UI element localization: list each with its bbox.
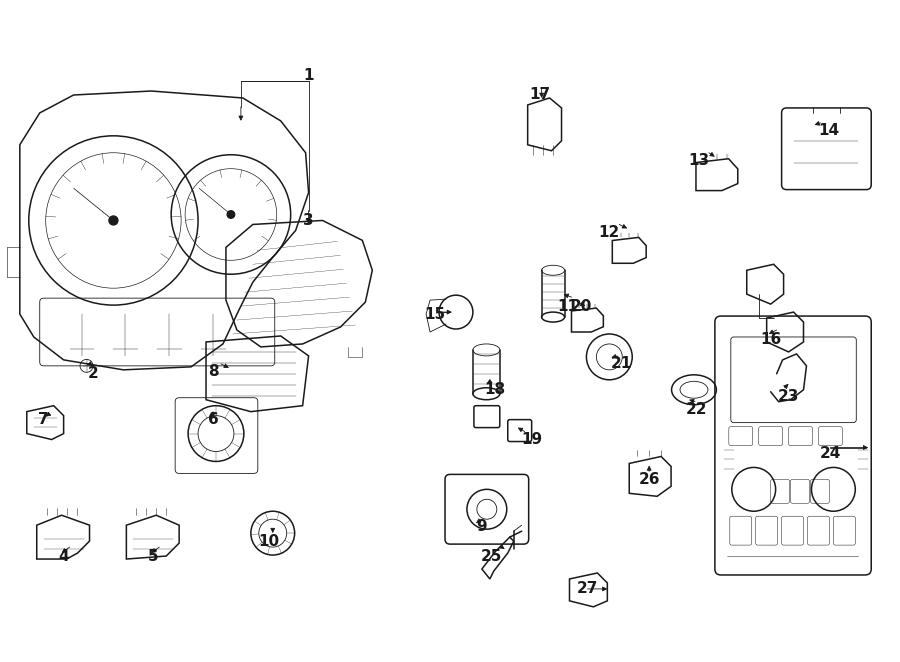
Text: 1: 1: [303, 68, 314, 83]
Text: 11: 11: [557, 299, 578, 314]
Circle shape: [109, 216, 118, 225]
Text: 2: 2: [88, 366, 99, 381]
Text: 6: 6: [208, 412, 219, 427]
Text: 27: 27: [577, 581, 598, 596]
Text: 21: 21: [611, 356, 632, 371]
Text: 25: 25: [482, 549, 502, 563]
Text: 13: 13: [688, 153, 709, 168]
Text: 12: 12: [598, 225, 620, 240]
Text: 26: 26: [638, 472, 660, 487]
Text: 17: 17: [529, 87, 550, 103]
Text: 8: 8: [208, 364, 219, 379]
Text: 10: 10: [258, 534, 279, 549]
Text: 20: 20: [571, 299, 592, 314]
Text: 5: 5: [148, 549, 158, 563]
Text: 4: 4: [58, 549, 69, 563]
Text: 24: 24: [820, 446, 842, 461]
Text: 14: 14: [818, 123, 839, 138]
Text: 23: 23: [778, 389, 799, 404]
Text: 19: 19: [521, 432, 542, 447]
Text: 9: 9: [477, 519, 487, 534]
Text: 7: 7: [39, 412, 49, 427]
Text: 15: 15: [425, 307, 446, 322]
Text: 3: 3: [303, 213, 314, 228]
Text: 22: 22: [686, 402, 707, 417]
Circle shape: [227, 211, 235, 218]
Text: 18: 18: [484, 382, 506, 397]
Text: 16: 16: [760, 332, 781, 348]
